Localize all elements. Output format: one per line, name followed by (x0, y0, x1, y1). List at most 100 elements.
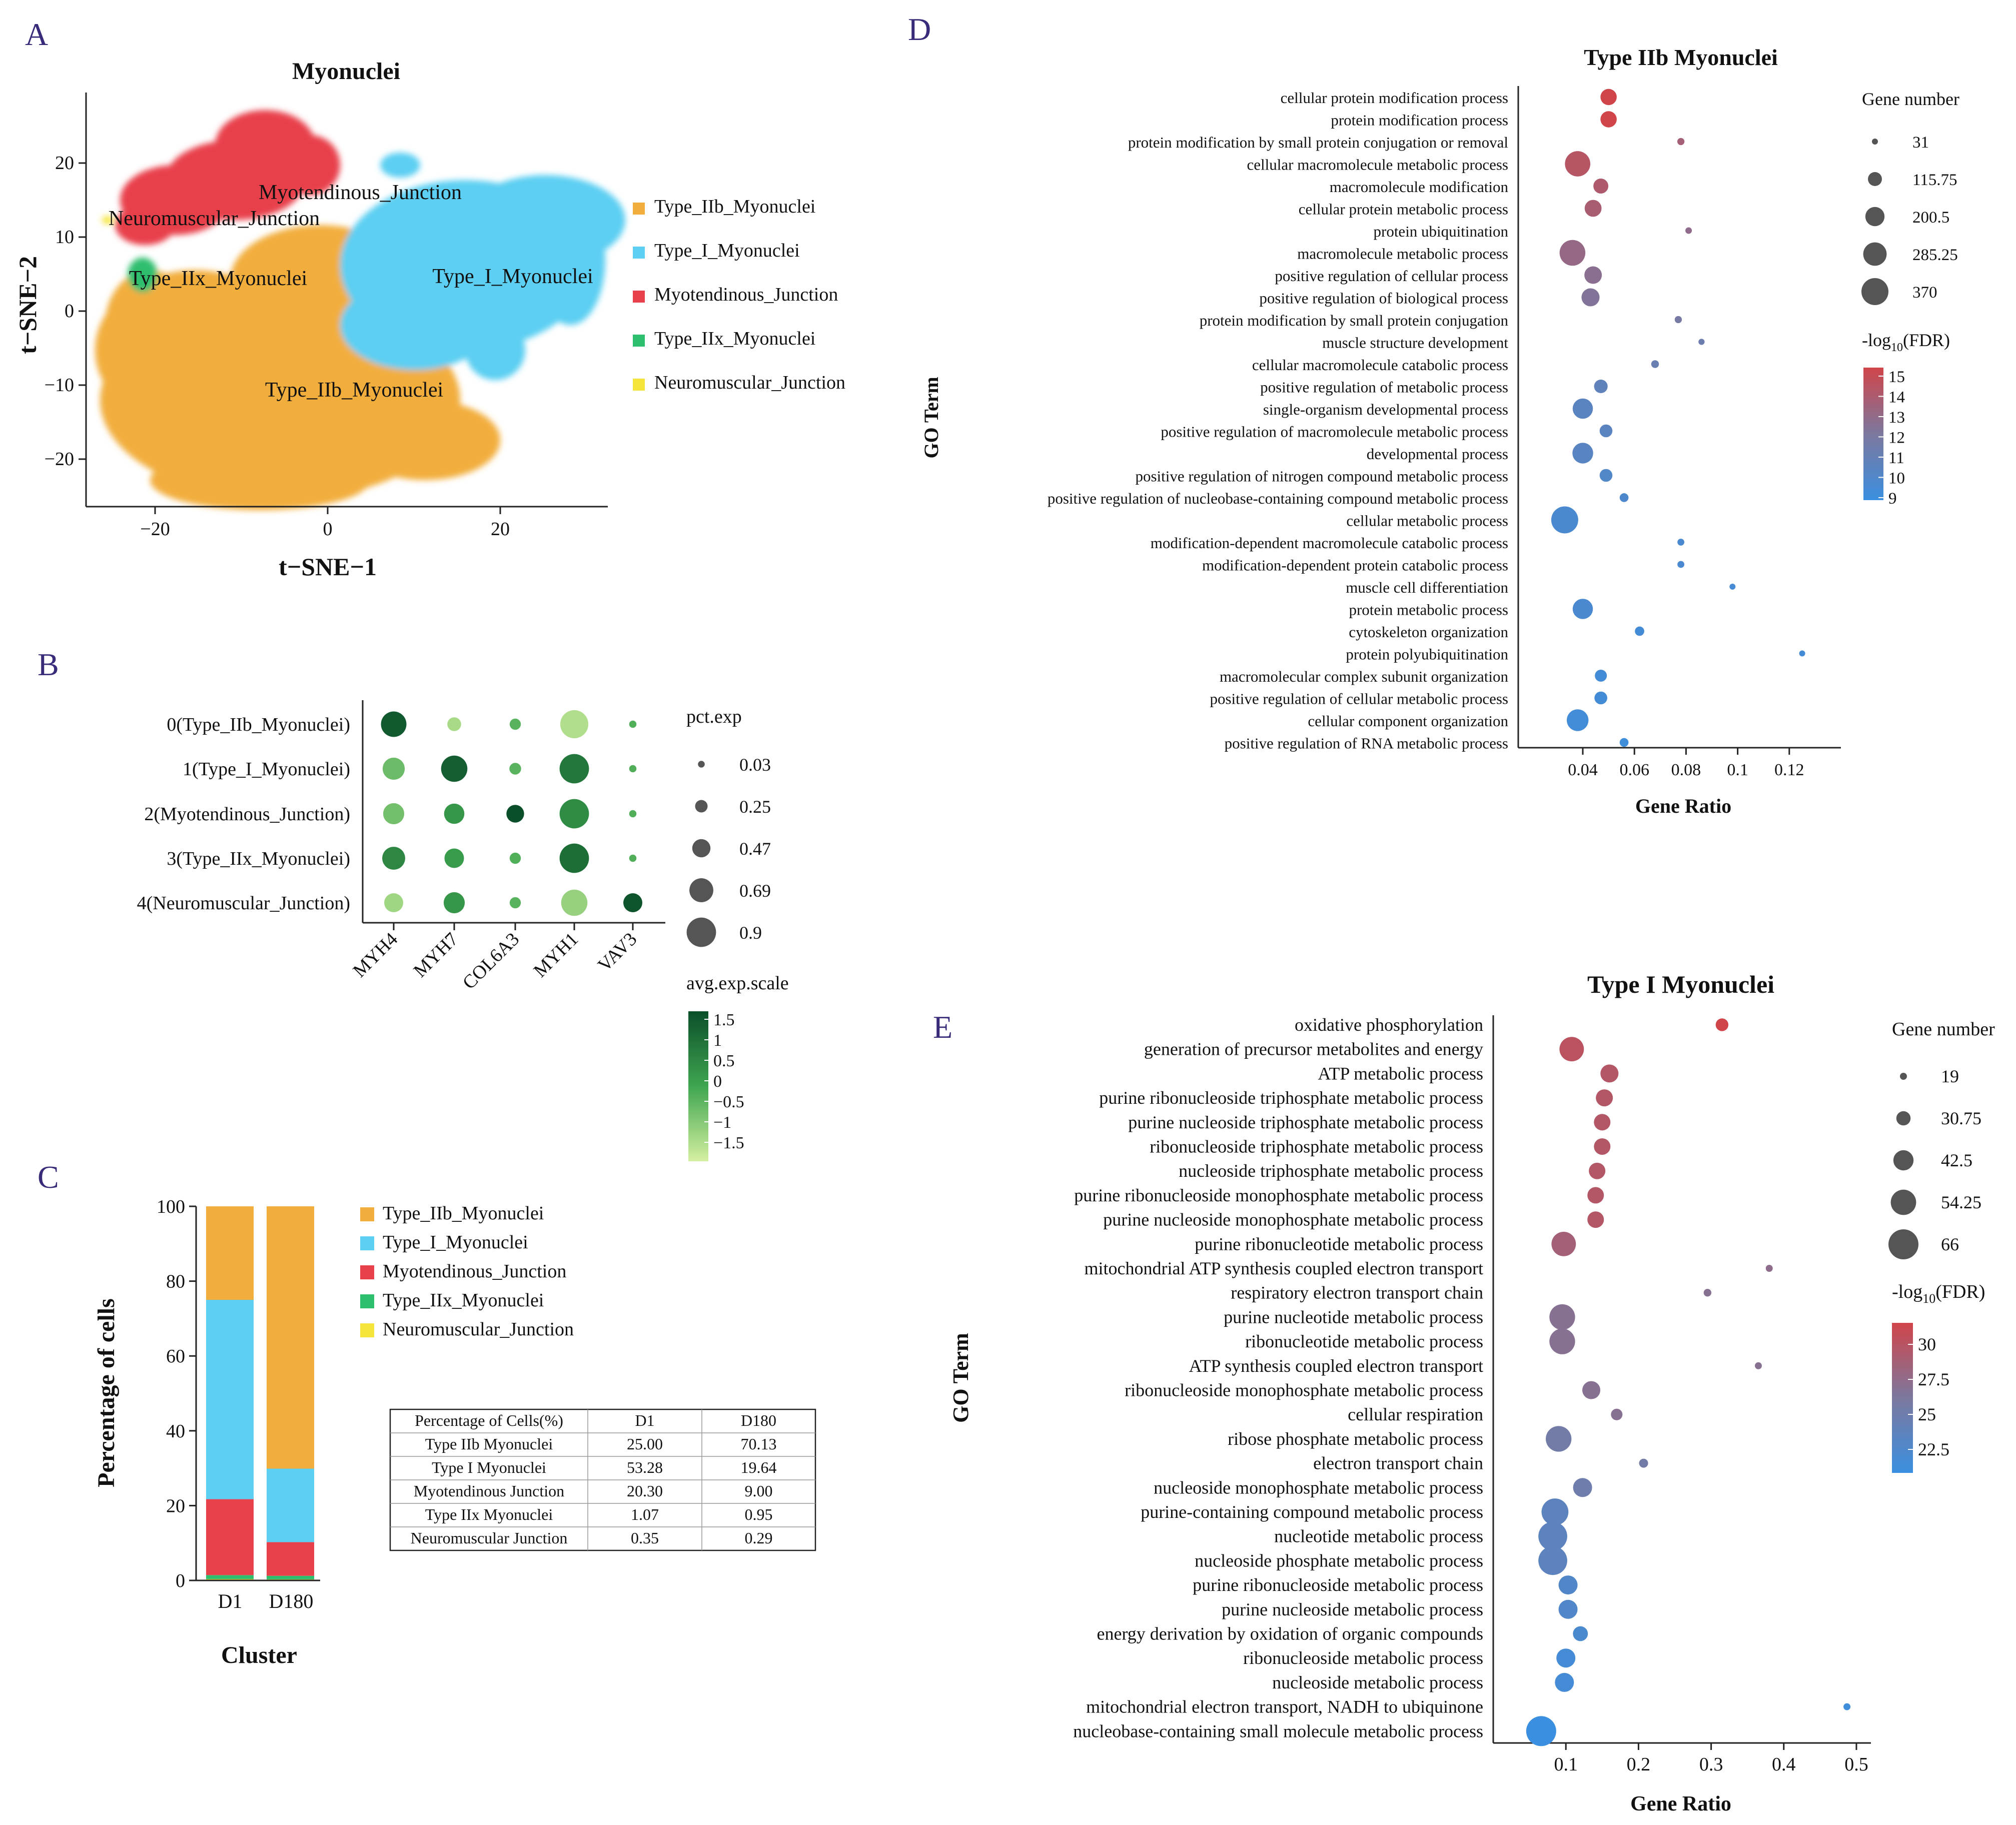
dotplot-size-legend-title: pct.exp (686, 706, 742, 727)
size-legend-dot (1872, 139, 1878, 145)
legend-label: Myotendinous_Junction (654, 284, 838, 305)
bar-ylabel: Percentage of cells (93, 1298, 120, 1487)
go-dot (1582, 1381, 1601, 1399)
legend-swatch (633, 291, 645, 303)
tsne-legend: Type_IIb_Myonuclei Type_I_Myonuclei Myoten… (633, 196, 845, 393)
go-dot (1566, 709, 1589, 731)
go-dot (1558, 1575, 1578, 1595)
go-dot (1559, 240, 1586, 266)
go-xtick-label: 0.12 (1774, 761, 1804, 779)
colorbar-label: 27.5 (1918, 1369, 1949, 1389)
table-cell: 70.13 (741, 1435, 777, 1453)
dotplot-cluster-label: 1(Type_I_Myonuclei) (183, 759, 350, 780)
go-xtick-label: 0.2 (1627, 1754, 1651, 1775)
go-dot (1594, 691, 1607, 705)
go-term-label: purine ribonucleoside monophosphate meta… (1074, 1185, 1483, 1205)
go-term-label: ATP metabolic process (1318, 1063, 1483, 1083)
go-term-label: ATP synthesis coupled electron transport (1189, 1356, 1483, 1376)
go-term-label: developmental process (1367, 445, 1508, 463)
go-term-label: protein modification by small protein co… (1200, 312, 1509, 329)
go-dot (1799, 650, 1805, 657)
go-dot (1729, 584, 1736, 590)
size-legend-dot (1861, 278, 1888, 305)
dotplot-dot (629, 720, 637, 728)
go-term-label: nucleoside phosphate metabolic process (1195, 1550, 1483, 1570)
dotplot-axes (362, 700, 665, 924)
dotplot-cluster-label: 4(Neuromuscular_Junction) (137, 893, 350, 914)
size-legend-label: 115.75 (1912, 171, 1957, 189)
go-term-label: protein metabolic process (1349, 601, 1508, 619)
go-d-term-labels: cellular protein modification process pro… (1048, 89, 1509, 752)
legend-label: Type_IIx_Myonuclei (654, 328, 815, 349)
go-dot (1545, 1426, 1572, 1452)
go-term-label: cellular protein metabolic process (1299, 201, 1508, 218)
dotplot-dot (509, 763, 521, 775)
tsne-xtick-label: 0 (323, 519, 333, 540)
go-dot (1587, 1211, 1604, 1228)
go-term-label: purine ribonucleoside triphosphate metab… (1099, 1088, 1483, 1108)
go-term-label: cellular macromolecule metabolic process (1247, 156, 1508, 174)
legend-swatch (633, 203, 645, 215)
size-legend-label: 370 (1912, 284, 1937, 302)
go-term-label: single-organism developmental process (1263, 401, 1508, 418)
size-legend-label: 285.25 (1912, 246, 1958, 264)
go-dot (1559, 1037, 1584, 1062)
go-term-label: energy derivation by oxidation of organi… (1097, 1624, 1483, 1644)
bar-ytick-label: 80 (166, 1271, 185, 1292)
tsne-xtick-label: −20 (140, 519, 170, 540)
go-dot (1572, 398, 1593, 419)
table-cell: Neuromuscular Junction (411, 1529, 568, 1547)
table-cell: 25.00 (627, 1435, 663, 1453)
size-legend-label: 19 (1941, 1066, 1959, 1086)
tsne-title: Myonuclei (292, 58, 400, 85)
go-term-label: nucleoside metabolic process (1272, 1672, 1483, 1692)
go-term-label: purine-containing compound metabolic pro… (1141, 1502, 1483, 1522)
go-term-label: protein modification by small protein co… (1128, 134, 1508, 151)
tsne-cluster-label: Type_IIb_Myonuclei (265, 379, 443, 402)
size-legend-dot (1893, 1150, 1914, 1171)
go-dot (1619, 738, 1629, 747)
go-dot (1538, 1521, 1567, 1551)
colorbar-label: 25 (1918, 1404, 1936, 1424)
colorbar-label: 30 (1918, 1334, 1936, 1354)
go-term-label: positive regulation of cellular metaboli… (1210, 690, 1508, 708)
go-dot (1611, 1408, 1623, 1420)
go-dot (1594, 379, 1608, 394)
go-xtick-label: 0.4 (1772, 1754, 1796, 1775)
go-term-label: ribonucleoside metabolic process (1243, 1648, 1483, 1668)
colorbar-label: −1 (713, 1113, 731, 1132)
dotplot-gene-label: MYH7 (410, 929, 463, 982)
colorbar-label: −1.5 (713, 1134, 744, 1152)
dotplot-dot (561, 889, 588, 916)
go-term-label: cellular macromolecule catabolic process (1252, 356, 1508, 374)
dotplot-colorbar-labels: 1.5 1 0.5 0 −0.5 −1 −1.5 (704, 1011, 744, 1152)
go-e-xticks: 0.1 0.2 0.3 0.4 0.5 (1554, 1743, 1868, 1775)
go-dot (1584, 200, 1602, 217)
size-legend-label: 54.25 (1941, 1192, 1981, 1212)
go-term-label: ribose phosphate metabolic process (1228, 1429, 1483, 1449)
go-term-label: purine nucleoside monophosphate metaboli… (1103, 1210, 1483, 1230)
tsne-ytick-label: −10 (45, 375, 74, 396)
go-term-label: cellular component organization (1308, 712, 1508, 730)
go-term-label: nucleoside monophosphate metabolic proce… (1154, 1477, 1483, 1497)
dotplot-gene-label: VAV3 (594, 929, 641, 976)
size-legend-label: 0.47 (739, 839, 771, 859)
go-term-label: positive regulation of metabolic process (1260, 379, 1508, 396)
tsne-point-cloud (95, 110, 625, 510)
go-term-label: muscle cell differentiation (1346, 579, 1508, 596)
go-term-label: modification-dependent macromolecule cat… (1151, 534, 1508, 552)
dotplot-color-legend-title: avg.exp.scale (686, 973, 789, 994)
go-dot (1765, 1265, 1773, 1272)
tsne-xlabel: t−SNE−1 (279, 553, 377, 581)
go-dot (1677, 561, 1684, 568)
dotplot-dot (447, 717, 461, 731)
legend-swatch (633, 335, 645, 347)
go-e-size-legend-title: Gene number (1892, 1019, 1995, 1040)
colorbar-label: 15 (1888, 368, 1905, 386)
go-d-ylabel: GO Term (920, 377, 942, 458)
dotplot-gene-label: MYH4 (349, 929, 402, 982)
go-dotplot-typeI: Type I Myonuclei oxidative phosphorylati… (948, 970, 1995, 1815)
legend-label: Type_IIb_Myonuclei (383, 1203, 544, 1224)
tsne-cluster-label: Type_I_Myonuclei (432, 265, 593, 288)
